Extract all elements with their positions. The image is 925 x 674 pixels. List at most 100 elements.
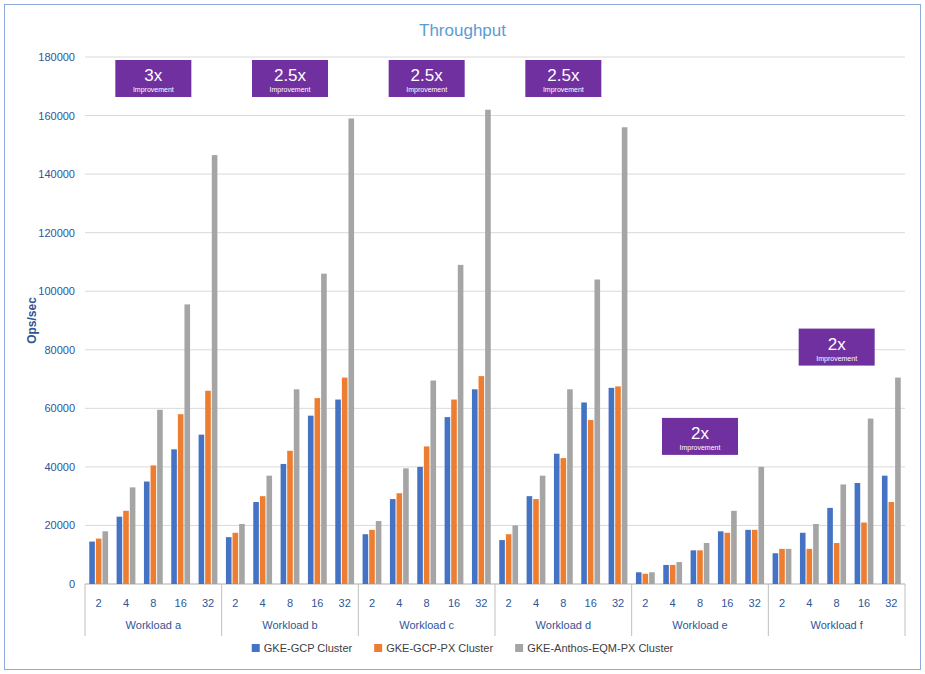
bar (239, 524, 245, 584)
bar (895, 378, 901, 584)
x-tick-label: 2 (506, 597, 512, 609)
bar (403, 468, 409, 584)
x-tick-label: 8 (150, 597, 156, 609)
y-tick-label: 180000 (38, 51, 75, 63)
x-tick-label: 8 (697, 597, 703, 609)
bar (827, 508, 833, 584)
bar (472, 389, 478, 584)
y-axis-label: Ops/sec (25, 297, 39, 344)
legend-label: GKE-GCP-PX Cluster (386, 642, 493, 654)
group-separator (358, 584, 359, 636)
x-tick-label: 4 (396, 597, 402, 609)
legend-swatch (374, 644, 382, 652)
background (0, 0, 925, 674)
bar (123, 511, 129, 584)
y-tick-label: 120000 (38, 227, 75, 239)
bar (527, 496, 533, 584)
bar (485, 110, 491, 584)
x-tick-label: 4 (533, 597, 539, 609)
bar (96, 539, 102, 584)
x-tick-label: 32 (612, 597, 624, 609)
bar (89, 542, 95, 584)
x-tick-label: 32 (202, 597, 214, 609)
bar (342, 378, 348, 584)
bar (834, 543, 840, 584)
bar (184, 304, 190, 584)
annotation-text: 3x (144, 66, 162, 85)
group-separator (768, 584, 769, 636)
bar (786, 549, 792, 584)
x-tick-label: 4 (123, 597, 129, 609)
bar (506, 534, 512, 584)
bar (773, 553, 779, 584)
group-separator (631, 584, 632, 636)
annotation-subtext: Improvement (816, 355, 857, 363)
legend-label: GKE-Anthos-EQM-PX Cluster (527, 642, 673, 654)
x-tick-label: 8 (834, 597, 840, 609)
bar (151, 465, 157, 584)
y-tick-label: 60000 (44, 402, 75, 414)
bar (226, 537, 232, 584)
x-tick-label: 16 (858, 597, 870, 609)
annotation-subtext: Improvement (133, 86, 174, 94)
group-label: Workload c (399, 619, 454, 631)
bar (171, 449, 177, 584)
bar (458, 265, 464, 584)
bar (144, 482, 150, 584)
annotation-subtext: Improvement (270, 86, 311, 94)
y-tick-label: 100000 (38, 285, 75, 297)
bar (855, 483, 861, 584)
bars (89, 110, 900, 584)
bar (430, 381, 436, 584)
bar (540, 476, 546, 584)
bar (758, 467, 764, 584)
annotation-box (525, 60, 601, 97)
bar (752, 530, 758, 584)
bar (212, 155, 218, 584)
bar (335, 400, 341, 584)
annotation-box (389, 60, 465, 97)
chart-frame (5, 5, 921, 670)
x-tick-label: 8 (560, 597, 566, 609)
bar (889, 502, 895, 584)
group-label: Workload a (126, 619, 182, 631)
bar (376, 521, 382, 584)
bar (663, 565, 669, 584)
group-separator (85, 584, 86, 636)
bar (499, 540, 505, 584)
legend-swatch (252, 644, 260, 652)
bar (622, 127, 628, 584)
bar (807, 549, 813, 584)
bar (800, 533, 806, 584)
y-tick-label: 80000 (44, 344, 75, 356)
bar (390, 499, 396, 584)
bar (321, 274, 327, 584)
grid-line (85, 291, 905, 292)
x-tick-label: 2 (642, 597, 648, 609)
bar (363, 534, 369, 584)
annotation-subtext: Improvement (543, 86, 584, 94)
bar (294, 389, 300, 584)
bar (813, 524, 819, 584)
group-label: Workload b (262, 619, 317, 631)
grid-line (85, 232, 905, 233)
group-label: Workload f (810, 619, 863, 631)
bar (157, 410, 163, 584)
bar (533, 499, 539, 584)
bar (567, 389, 573, 584)
bar (779, 549, 785, 584)
x-tick-label: 2 (369, 597, 375, 609)
annotation-box (662, 418, 738, 455)
y-tick-label: 20000 (44, 519, 75, 531)
bar (253, 502, 259, 584)
x-tick-label: 2 (779, 597, 785, 609)
x-tick-label: 16 (721, 597, 733, 609)
bar (102, 531, 108, 584)
bar (670, 565, 676, 584)
group-separator (221, 584, 222, 636)
grid-line (85, 174, 905, 175)
y-tick-label: 0 (69, 578, 75, 590)
bar (676, 562, 682, 584)
bar (704, 543, 710, 584)
y-tick-label: 140000 (38, 168, 75, 180)
